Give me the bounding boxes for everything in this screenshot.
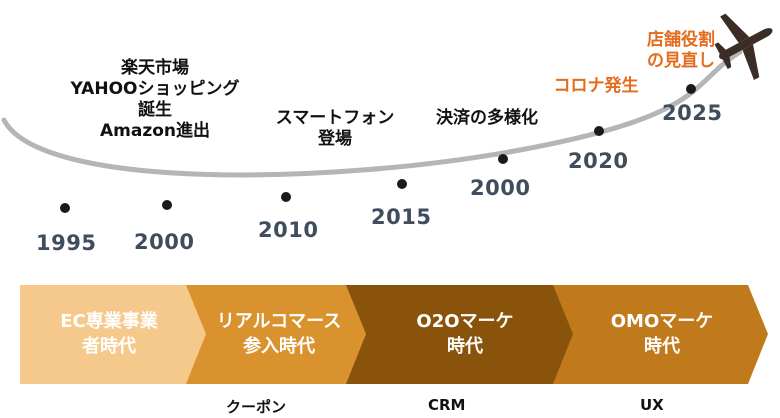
era-arrow-1 bbox=[20, 285, 212, 384]
year-label: 2000 bbox=[470, 176, 531, 200]
timeline-dot bbox=[686, 84, 696, 94]
event-covid: コロナ発生 bbox=[553, 76, 639, 96]
bottom-label-coupon: クーポン bbox=[226, 398, 287, 416]
event-store-role: 店舗役割 の見直し bbox=[647, 30, 715, 71]
timeline-dot bbox=[594, 126, 604, 136]
era-arrow-4 bbox=[553, 285, 768, 384]
event-smartphone: スマートフォン 登場 bbox=[275, 108, 395, 149]
timeline-dot bbox=[498, 154, 508, 164]
year-label: 2015 bbox=[371, 205, 432, 229]
era-label-ec: EC専業事業 者時代 bbox=[60, 311, 158, 357]
timeline-dot bbox=[60, 203, 70, 213]
era-label-o2o: O2Oマーケ 時代 bbox=[416, 311, 514, 357]
bottom-label-crm: CRM bbox=[428, 396, 466, 414]
era-label-omo: OMOマーケ 時代 bbox=[610, 311, 714, 357]
event-ec-launch: 楽天市場 YAHOOショッピング 誕生 Amazon進出 bbox=[70, 58, 240, 141]
event-payments: 決済の多様化 bbox=[436, 108, 538, 128]
year-label: 2025 bbox=[662, 101, 723, 125]
year-label: 1995 bbox=[36, 231, 97, 255]
timeline-dot bbox=[397, 179, 407, 189]
timeline-dot bbox=[281, 192, 291, 202]
era-label-real-commerce: リアルコマース 参入時代 bbox=[216, 311, 342, 357]
era-arrow-2 bbox=[186, 285, 370, 384]
year-label: 2010 bbox=[258, 218, 319, 242]
year-label: 2020 bbox=[568, 149, 629, 173]
bottom-label-ux: UX bbox=[640, 396, 664, 414]
year-label: 2000 bbox=[134, 230, 195, 254]
timeline-dot bbox=[162, 200, 172, 210]
era-arrow-3 bbox=[346, 285, 575, 384]
airplane-icon bbox=[714, 13, 773, 81]
